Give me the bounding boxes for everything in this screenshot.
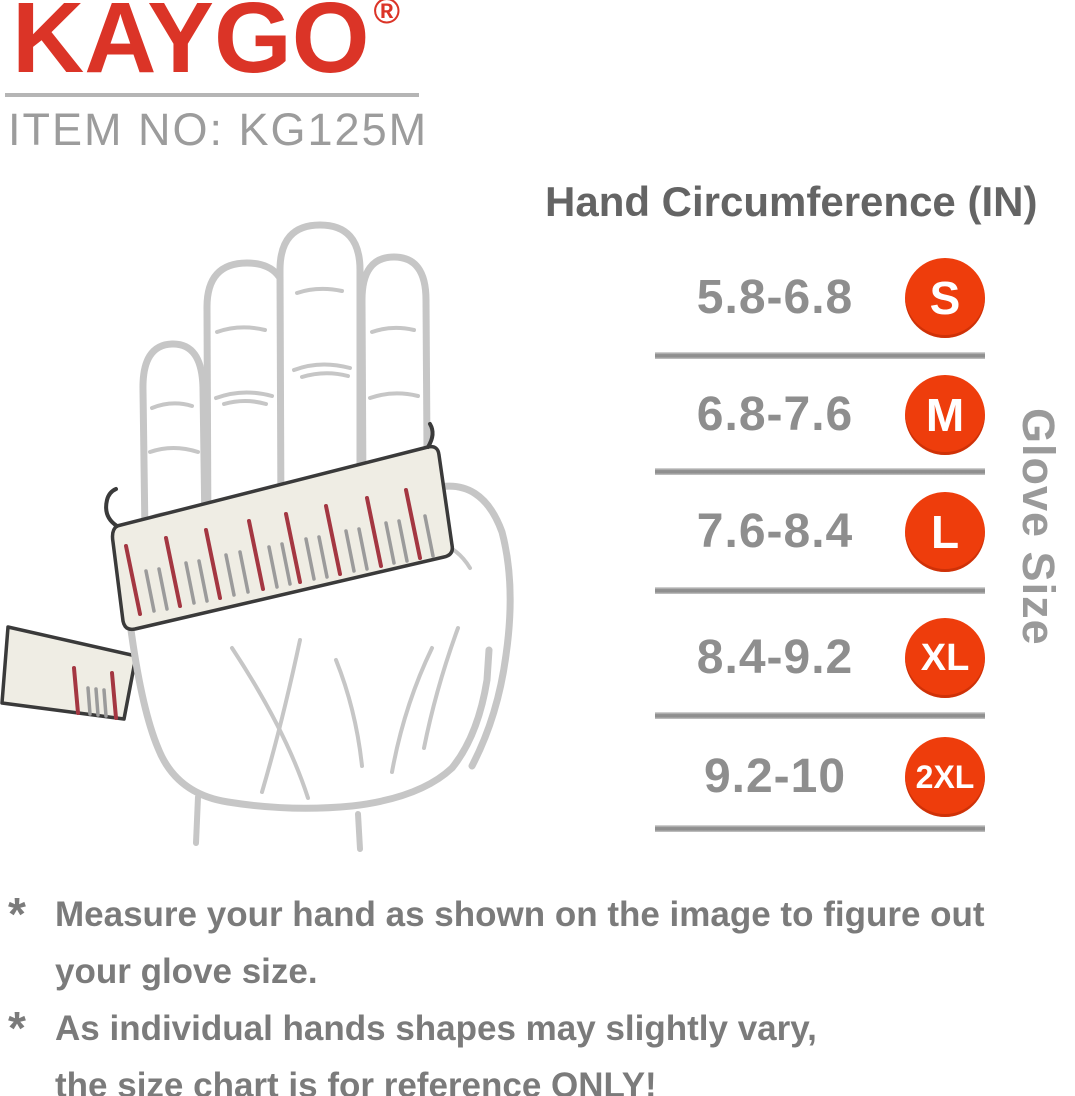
wrist-marks xyxy=(193,794,363,852)
size-badge-2xl: 2XL xyxy=(905,737,985,817)
hand-circumference-range: 5.8-6.8 xyxy=(696,271,854,324)
registered-trademark-icon: ® xyxy=(373,0,401,31)
brand-logo-text: KAYGO xyxy=(12,0,370,94)
logo-divider xyxy=(5,93,419,97)
footnote-measure: * Measure your hand as shown on the imag… xyxy=(8,886,1068,1000)
size-row-m: 6.8-7.6 M xyxy=(655,375,985,455)
size-badge-s: S xyxy=(905,258,985,338)
tape-curls xyxy=(104,422,435,528)
tape-ticks-red xyxy=(124,488,422,616)
tape-ticks-gray xyxy=(144,514,435,613)
footnote-line: Measure your hand as shown on the image … xyxy=(55,895,985,934)
footnote-reference-only: * As individual hands shapes may slightl… xyxy=(8,1000,1068,1096)
footnote-line: your glove size. xyxy=(55,952,318,991)
asterisk-icon: * xyxy=(8,888,26,940)
size-badge-xl: XL xyxy=(905,618,985,698)
row-separator xyxy=(655,468,985,475)
palm-creases xyxy=(230,540,472,800)
brand-logo: KAYGO ® xyxy=(12,0,400,94)
item-number: ITEM NO: KG125M xyxy=(8,104,429,155)
size-badge-l: L xyxy=(905,492,985,572)
footnote-text: Measure your hand as shown on the image … xyxy=(55,886,985,1000)
row-separator xyxy=(655,587,985,594)
tape-tail-ticks xyxy=(72,666,118,720)
hand-circumference-range: 9.2-10 xyxy=(703,750,847,803)
hand-circumference-range: 8.4-9.2 xyxy=(696,631,854,684)
size-row-2xl: 9.2-10 2XL xyxy=(655,737,985,817)
size-row-xl: 8.4-9.2 XL xyxy=(655,618,985,698)
hand-palm xyxy=(127,626,493,812)
hand-circumference-range: 6.8-7.6 xyxy=(696,388,854,441)
hand-circumference-range: 7.6-8.4 xyxy=(696,505,854,558)
size-chart-title: Hand Circumference (IN) xyxy=(545,178,1038,225)
row-separator xyxy=(655,825,985,832)
size-row-l: 7.6-8.4 L xyxy=(655,492,985,572)
asterisk-icon: * xyxy=(8,1002,26,1054)
hand-with-measuring-tape-illustration xyxy=(0,221,514,852)
footnote-line: As individual hands shapes may slightly … xyxy=(55,1009,817,1048)
row-separator xyxy=(655,712,985,719)
tape-tail xyxy=(0,625,138,721)
footnote-line: the size chart is for reference ONLY! xyxy=(55,1066,657,1096)
footnote-text: As individual hands shapes may slightly … xyxy=(55,1000,817,1096)
size-row-s: 5.8-6.8 S xyxy=(655,258,985,338)
row-separator xyxy=(655,352,985,359)
tape-band xyxy=(110,444,455,632)
hand-fingers xyxy=(139,221,431,549)
glove-size-axis-label: Glove Size xyxy=(1013,408,1064,646)
size-badge-m: M xyxy=(905,375,985,455)
